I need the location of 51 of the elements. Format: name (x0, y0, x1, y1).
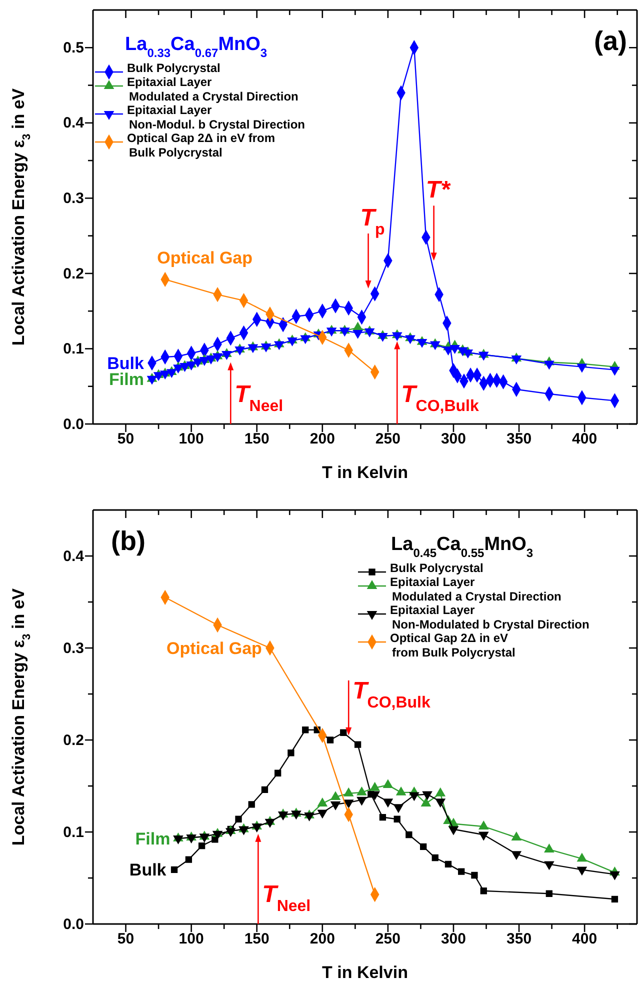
legend-label: Bulk Polycrystal (390, 561, 484, 575)
x-tick-label: 300 (440, 430, 466, 448)
y-tick-label: 0.3 (63, 190, 84, 207)
annotation: Optical Gap (157, 248, 253, 268)
legend-label: Epitaxial Layer Non-Modul. b Crystal Direction (127, 103, 306, 132)
legend-label: Epitaxial Layer Modulated a Crystal Direction (127, 75, 298, 104)
y-tick-label: 0.0 (63, 916, 84, 933)
text: (b) (111, 526, 146, 556)
x-tick-label: 50 (117, 930, 134, 948)
text: La$_{0.33}$Ca$_{0.67}$MnO$_{3}$ (125, 34, 268, 60)
legend-label: Optical Gap 2Δ in eV from Bulk Polycrystal (127, 131, 275, 160)
y-tick-label: 0.3 (63, 640, 84, 657)
y-tick-label: 0.4 (63, 548, 85, 565)
x-tick-label: 400 (572, 930, 598, 948)
annotation: T$_{CO,Bulk}$ (401, 381, 480, 414)
legend-label: Epitaxial Layer Modulated a Crystal Direction (390, 575, 562, 604)
y-tick-label: 0.2 (63, 265, 84, 282)
x-axis-title: T in Kelvin (322, 463, 408, 482)
x-tick-label: 350 (506, 930, 532, 948)
y-tick-label: 0.2 (63, 732, 84, 749)
annotation: Bulk (129, 860, 167, 880)
x-tick-label: 400 (572, 430, 598, 448)
annotation: Film (135, 829, 170, 848)
annotation: T$_{CO,Bulk}$ (352, 677, 431, 711)
y-tick-label: 0.1 (63, 340, 84, 358)
x-tick-label: 150 (244, 930, 270, 948)
x-axis-title: T in Kelvin (322, 963, 408, 982)
annotation: T$_{p}$ (360, 204, 385, 238)
x-tick-label: 150 (244, 430, 270, 448)
legend-label: Bulk Polycrystal (127, 61, 220, 75)
x-tick-label: 100 (178, 430, 204, 448)
x-tick-label: 300 (440, 930, 466, 948)
x-tick-label: 350 (506, 430, 532, 448)
annotation: T$_{Neel}$ (234, 381, 284, 414)
text: La$_{0.45}$Ca$_{0.55}$MnO$_{3}$ (391, 534, 534, 560)
legend-label: Epitaxial Layer Non-Modulated b Crystal Direction (390, 603, 590, 632)
text: (a) (594, 26, 627, 56)
x-tick-label: 200 (310, 930, 335, 948)
x-tick-label: 250 (375, 430, 400, 448)
y-tick-label: 0.1 (63, 824, 84, 841)
annotation: Optical Gap (166, 638, 262, 658)
x-tick-label: 200 (310, 430, 335, 448)
annotation: T$_{Neel}$ (262, 881, 311, 914)
legend-label: Optical Gap 2Δ in eV from Bulk Polycrystal (390, 631, 516, 660)
y-tick-label: 0.0 (63, 416, 84, 433)
y-tick-label: 0.4 (63, 114, 85, 132)
x-tick-label: 100 (178, 930, 204, 948)
x-tick-label: 250 (375, 930, 400, 948)
annotation: T* (426, 176, 452, 204)
y-tick-label: 0.5 (63, 39, 84, 56)
x-tick-label: 50 (117, 430, 134, 448)
